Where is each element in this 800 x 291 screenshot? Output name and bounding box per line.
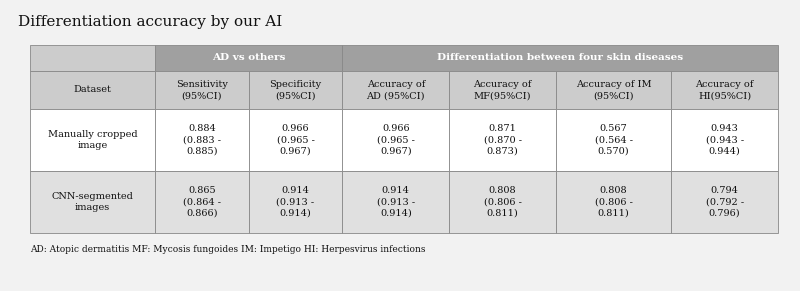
Bar (450, 109, 556, 171)
Bar (249, 109, 342, 171)
Bar (155, 71, 249, 109)
Bar (556, 71, 671, 109)
Text: 0.808
(0.806 -
0.811): 0.808 (0.806 - 0.811) (594, 186, 633, 218)
Text: 0.914
(0.913 -
0.914): 0.914 (0.913 - 0.914) (377, 186, 415, 218)
Bar (342, 45, 778, 71)
Text: Accuracy of IM
(95%CI): Accuracy of IM (95%CI) (576, 80, 651, 100)
Bar (342, 171, 450, 233)
Text: AD vs others: AD vs others (212, 54, 286, 63)
Text: Accuracy of
HI(95%CI): Accuracy of HI(95%CI) (695, 80, 754, 100)
Text: 0.914
(0.913 -
0.914): 0.914 (0.913 - 0.914) (277, 186, 314, 218)
Bar (556, 109, 671, 171)
Text: Specificity
(95%CI): Specificity (95%CI) (270, 80, 322, 100)
Text: 0.794
(0.792 -
0.796): 0.794 (0.792 - 0.796) (706, 186, 744, 218)
Bar (30, 71, 155, 109)
Text: 0.865
(0.864 -
0.866): 0.865 (0.864 - 0.866) (182, 186, 221, 218)
Bar (30, 109, 155, 171)
Bar (671, 71, 778, 109)
Text: Dataset: Dataset (74, 86, 111, 95)
Text: Differentiation between four skin diseases: Differentiation between four skin diseas… (437, 54, 683, 63)
Bar (450, 171, 556, 233)
Text: 0.884
(0.883 -
0.885): 0.884 (0.883 - 0.885) (182, 124, 221, 156)
Bar (30, 45, 155, 71)
Text: 0.808
(0.806 -
0.811): 0.808 (0.806 - 0.811) (484, 186, 522, 218)
Text: 0.966
(0.965 -
0.967): 0.966 (0.965 - 0.967) (277, 124, 314, 156)
Bar (155, 45, 342, 71)
Bar (155, 109, 249, 171)
Bar (249, 171, 342, 233)
Bar (342, 71, 450, 109)
Text: 0.567
(0.564 -
0.570): 0.567 (0.564 - 0.570) (594, 124, 633, 156)
Text: 0.943
(0.943 -
0.944): 0.943 (0.943 - 0.944) (706, 124, 744, 156)
Text: Accuracy of
MF(95%CI): Accuracy of MF(95%CI) (474, 80, 532, 100)
Text: Manually cropped
image: Manually cropped image (48, 130, 138, 150)
Text: CNN-segmented
images: CNN-segmented images (51, 192, 134, 212)
Bar (671, 109, 778, 171)
Bar (342, 109, 450, 171)
Text: 0.871
(0.870 -
0.873): 0.871 (0.870 - 0.873) (484, 124, 522, 156)
Text: 0.966
(0.965 -
0.967): 0.966 (0.965 - 0.967) (377, 124, 414, 156)
Text: Sensitivity
(95%CI): Sensitivity (95%CI) (176, 80, 228, 100)
Bar (450, 71, 556, 109)
Text: AD: Atopic dermatitis MF: Mycosis fungoides IM: Impetigo HI: Herpesvirus infecti: AD: Atopic dermatitis MF: Mycosis fungoi… (30, 246, 426, 255)
Bar (671, 171, 778, 233)
Text: Accuracy of
AD (95%CI): Accuracy of AD (95%CI) (366, 80, 425, 100)
Bar (249, 71, 342, 109)
Bar (556, 171, 671, 233)
Bar (155, 171, 249, 233)
Bar (30, 171, 155, 233)
Text: Differentiation accuracy by our AI: Differentiation accuracy by our AI (18, 15, 282, 29)
